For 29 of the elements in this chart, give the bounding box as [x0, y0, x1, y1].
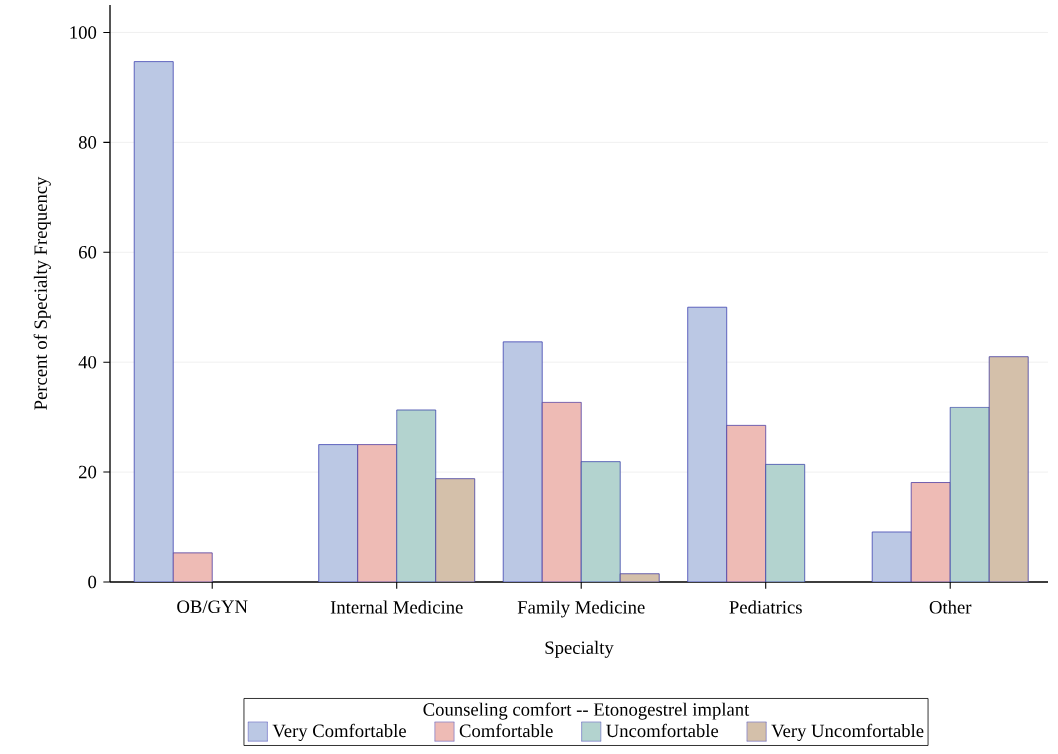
bar [910, 482, 951, 582]
y-tick-label: 40 [78, 355, 97, 369]
x-axis-title: Specialty [545, 640, 614, 658]
y-tick-label: 20 [79, 465, 97, 479]
legend-label: Uncomfortable [606, 723, 719, 738]
x-tick-label: Family Medicine [517, 600, 645, 618]
bar [726, 424, 767, 582]
bar [172, 552, 213, 582]
bar [502, 341, 543, 582]
legend-label: Very Comfortable [272, 723, 406, 741]
y-tick-label: 80 [78, 136, 97, 149]
y-tick-label: 60 [78, 245, 97, 259]
bar [871, 531, 912, 582]
x-tick-label: Other [929, 600, 972, 614]
legend-label: Comfortable [459, 723, 553, 738]
bar [133, 61, 174, 582]
bar [765, 464, 806, 582]
legend-title: Counseling comfort -- Etonogestrel implant [423, 702, 750, 720]
legend-label: Very Uncomfortable [771, 723, 924, 741]
y-tick-label: 100 [70, 26, 97, 39]
bar [541, 401, 582, 582]
y-axis-title: Percent of Specialty Frequency [33, 176, 51, 410]
x-tick-label: OB/GYN [177, 600, 248, 614]
bar [687, 306, 728, 582]
y-tick-label: 0 [88, 575, 97, 589]
x-tick-label: Pediatrics [729, 600, 802, 614]
bar [318, 444, 359, 582]
bar [357, 444, 398, 582]
x-tick-label: Internal Medicine [330, 600, 463, 614]
